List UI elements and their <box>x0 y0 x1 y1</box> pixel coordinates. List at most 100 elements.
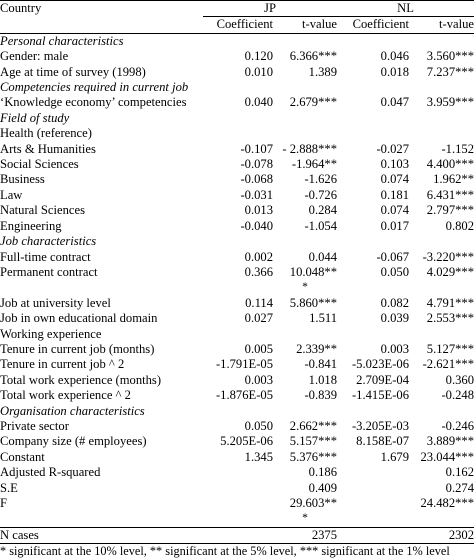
nl-coefficient-cell: 0.003 <box>380 341 409 356</box>
jp-tvalue-cell: 5.860*** <box>289 295 337 310</box>
jp-tvalue-cell: 5.376*** <box>289 449 337 464</box>
row-label: Gender: male <box>0 49 69 64</box>
jp-tvalue-star-overflow: * <box>302 512 308 525</box>
jp-coefficient-cell: 0.002 <box>244 249 273 264</box>
jp-coefficient-cell <box>203 327 273 342</box>
jp-header: JP <box>203 0 337 18</box>
star-continuation-row: * <box>0 280 474 295</box>
row-label: Total work experience ^ 2 <box>0 388 131 403</box>
nl-coefficient-header: Coefficient <box>337 16 409 34</box>
jp-coefficient-cell <box>203 526 273 544</box>
nl-tvalue-cell: 0.274 <box>445 480 474 495</box>
table-row: Law -0.031 -0.726 0.181 6.431*** <box>0 188 474 203</box>
section-row: Organisation characteristics <box>0 404 474 419</box>
jp-tvalue-cell: 10.048** <box>289 264 337 279</box>
nl-coefficient-cell: 0.082 <box>380 295 409 310</box>
nl-tvalue-cell: 5.127*** <box>426 341 474 356</box>
jp-coefficient-header: Coefficient <box>203 16 273 34</box>
jp-tvalue-cell: 0.409 <box>308 480 337 495</box>
row-label: Tenure in current job ^ 2 <box>0 357 125 372</box>
table-row: Business -0.068 -1.626 0.074 1.962** <box>0 172 474 187</box>
nl-coefficient-cell: -0.027 <box>376 141 409 156</box>
row-label: Social Sciences <box>0 157 79 172</box>
jp-tvalue-cell: 2.339** <box>296 341 337 356</box>
nl-tvalue-cell: -0.248 <box>441 388 474 403</box>
row-label: Company size (# employees) <box>0 434 147 449</box>
row-label: S.E <box>0 480 18 495</box>
jp-tvalue-cell: 6.366*** <box>289 49 337 64</box>
nl-tvalue-cell: -3.220*** <box>422 249 474 264</box>
jp-tvalue-cell: -1.054 <box>304 218 337 233</box>
jp-coefficient-cell: 0.050 <box>244 418 273 433</box>
row-label: Natural Sciences <box>0 203 85 218</box>
jp-coefficient-cell: 1.345 <box>244 449 273 464</box>
table-row: Health (reference) <box>0 126 474 141</box>
section-row: Job characteristics <box>0 234 474 249</box>
nl-coefficient-cell: -0.067 <box>376 249 409 264</box>
section-label: Organisation characteristics <box>0 403 145 418</box>
table-row: Permanent contract 0.366 10.048** 0.050 4.02… <box>0 265 474 280</box>
table-row: Social Sciences -0.078 -1.964** 0.103 4.400*… <box>0 157 474 172</box>
jp-coefficient-cell: -1.876E-05 <box>215 388 273 403</box>
jp-tvalue-cell: - 2.888*** <box>282 141 337 156</box>
nl-tvalue-cell: 2302 <box>409 526 474 544</box>
table-row: Adjusted R-squared 0.186 0.162 <box>0 465 474 480</box>
nl-tvalue-cell: 0.360 <box>445 372 474 387</box>
row-label: Tenure in current job (months) <box>0 341 155 356</box>
jp-tvalue-cell: 2.679*** <box>289 95 337 110</box>
section-row: Personal characteristics <box>0 33 474 49</box>
jp-coefficient-cell: 0.013 <box>244 203 273 218</box>
jp-tvalue-cell: -0.726 <box>304 187 337 202</box>
nl-coefficient-cell <box>337 465 409 480</box>
jp-coefficient-cell: 0.120 <box>244 49 273 64</box>
nl-coefficient-cell <box>337 327 409 342</box>
table-row: Tenure in current job ^ 2 -1.791E-05 -0.84… <box>0 357 474 372</box>
significance-footnote: * significant at the 10% level, ** signi… <box>0 543 474 560</box>
jp-coefficient-cell: -0.078 <box>240 157 273 172</box>
table-body: Personal characteristics Gender: male 0.12… <box>0 33 474 544</box>
nl-coefficient-cell: 0.046 <box>380 49 409 64</box>
row-label: Private sector <box>0 418 69 433</box>
table-row: F 29.603** 24.482*** <box>0 496 474 511</box>
jp-tvalue-cell: 5.157*** <box>289 434 337 449</box>
table-row: Total work experience ^ 2 -1.876E-05 -0.83… <box>0 388 474 403</box>
jp-coefficient-cell: -0.068 <box>240 172 273 187</box>
nl-coefficient-cell: 1.679 <box>380 449 409 464</box>
row-label: Adjusted R-squared <box>0 465 101 480</box>
nl-tvalue-cell: 2.797*** <box>426 203 474 218</box>
section-row: Field of study <box>0 111 474 126</box>
country-header: Country <box>0 0 203 17</box>
nl-coefficient-cell: 8.158E-07 <box>356 434 409 449</box>
jp-tvalue-cell: 0.186 <box>308 465 337 480</box>
jp-tvalue-cell: 2.662*** <box>289 418 337 433</box>
table-row: Job in own educational domain 0.027 1.511 0… <box>0 311 474 326</box>
nl-coefficient-cell <box>337 126 409 141</box>
nl-coefficient-cell: 0.039 <box>380 311 409 326</box>
nl-tvalue-cell: 4.029*** <box>426 264 474 279</box>
jp-coefficient-cell <box>203 465 273 480</box>
row-label: Business <box>0 172 45 187</box>
table-row: S.E 0.409 0.274 <box>0 481 474 496</box>
nl-coefficient-cell: 0.018 <box>380 64 409 79</box>
table-row: Full-time contract 0.002 0.044 -0.067 -3.220… <box>0 250 474 265</box>
header-row-countries: Country JP NL <box>0 0 474 18</box>
row-label: Job at university level <box>0 295 111 310</box>
nl-tvalue-cell: 3.560*** <box>426 49 474 64</box>
jp-tvalue-cell: 0.284 <box>308 203 337 218</box>
nl-tvalue-cell: 6.431*** <box>426 187 474 202</box>
row-label: Arts & Humanities <box>0 141 96 156</box>
section-label: Job characteristics <box>0 234 97 249</box>
row-label: Job in own educational domain <box>0 311 158 326</box>
jp-tvalue-cell: -0.839 <box>304 388 337 403</box>
row-label: Law <box>0 187 23 202</box>
table-row: ‘Knowledge economy’ competencies 0.040 2.6… <box>0 95 474 110</box>
nl-coefficient-cell: 0.074 <box>380 172 409 187</box>
row-label: ‘Knowledge economy’ competencies <box>0 95 187 110</box>
header-row-measures: Coefficient t-value Coefficient t-value <box>0 16 474 34</box>
nl-tvalue-cell: 3.959*** <box>426 95 474 110</box>
row-label: N cases <box>0 526 203 544</box>
nl-tvalue-cell: 4.791*** <box>426 295 474 310</box>
nl-tvalue-cell: -1.152 <box>441 141 474 156</box>
table-row: Job at university level 0.114 5.860*** 0.08… <box>0 296 474 311</box>
